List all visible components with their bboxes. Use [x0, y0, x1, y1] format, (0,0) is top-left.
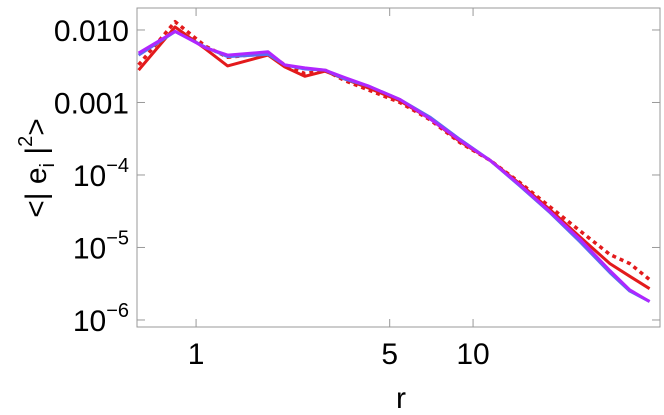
y-axis-label: <| ei |2> — [15, 118, 59, 218]
x-tick-label: 1 — [188, 338, 205, 371]
y-tick-label-sup: −6 — [106, 300, 129, 322]
y-tick-label: 10−5 — [73, 227, 129, 265]
y-tick-label: 0.010 — [54, 15, 129, 48]
plot-frame — [136, 7, 661, 328]
y-tick-label: 10−4 — [73, 155, 129, 193]
y-tick-label-sup: −5 — [106, 227, 129, 249]
x-tick-label: 10 — [456, 338, 489, 371]
series-line — [137, 30, 651, 303]
y-label-part: | — [20, 147, 53, 163]
y-label-part: <| e — [20, 167, 53, 217]
y-label-part: > — [20, 118, 53, 136]
y-tick-label-base: 0.010 — [54, 15, 129, 48]
x-tick-label: 5 — [381, 338, 398, 371]
y-tick-label-sup: −4 — [106, 155, 129, 177]
series-line — [137, 19, 651, 281]
series-line — [137, 29, 651, 303]
series-line — [137, 25, 651, 290]
y-label-sup: 2 — [15, 136, 37, 147]
y-tick-label-base: 0.001 — [54, 87, 129, 120]
y-tick-label-base: 10 — [73, 160, 106, 193]
y-tick-label-base: 10 — [73, 305, 106, 338]
y-tick-label: 10−6 — [73, 300, 129, 338]
y-tick-label-base: 10 — [73, 232, 106, 265]
y-label-sub: i — [37, 163, 59, 167]
x-axis-label: r — [396, 382, 406, 415]
y-tick-label: 0.001 — [54, 87, 129, 120]
